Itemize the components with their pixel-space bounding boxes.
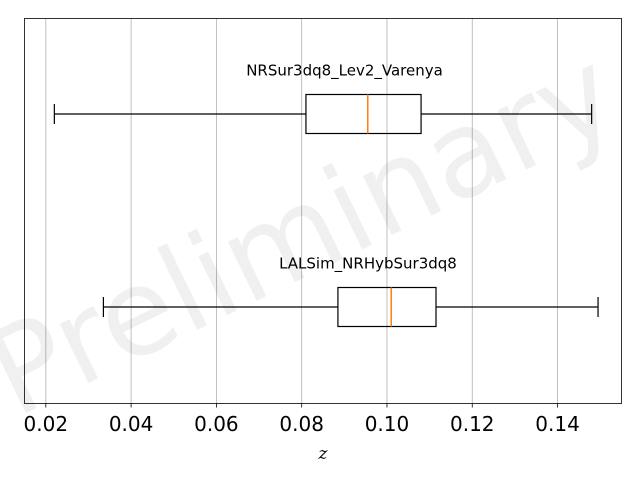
iqr-box	[337, 286, 437, 328]
box-label: LALSim_NRHybSur3dq8	[279, 255, 457, 274]
grid-lines	[45, 18, 558, 404]
box-2: LALSim_NRHybSur3dq8	[102, 255, 599, 328]
box-plots: NRSur3dq8_Lev2_Varenya LALSim_NRHybSur3dq…	[53, 62, 599, 328]
x-tick-label: 0.12	[450, 412, 495, 436]
x-axis: 0.02 0.04 0.06 0.08 0.10 0.12 0.14	[24, 403, 580, 436]
box-1: NRSur3dq8_Lev2_Varenya	[53, 62, 593, 135]
x-tick-label: 0.06	[194, 412, 239, 436]
x-tick-label: 0.08	[279, 412, 324, 436]
iqr-box	[305, 93, 422, 135]
x-tick-label: 0.02	[24, 412, 69, 436]
x-tick-label: 0.14	[535, 412, 580, 436]
plot-frame	[24, 18, 622, 404]
box-label: NRSur3dq8_Lev2_Varenya	[246, 62, 443, 81]
x-tick-label: 0.10	[365, 412, 410, 436]
x-axis-label: z	[318, 444, 329, 464]
x-tick-label: 0.04	[109, 412, 154, 436]
